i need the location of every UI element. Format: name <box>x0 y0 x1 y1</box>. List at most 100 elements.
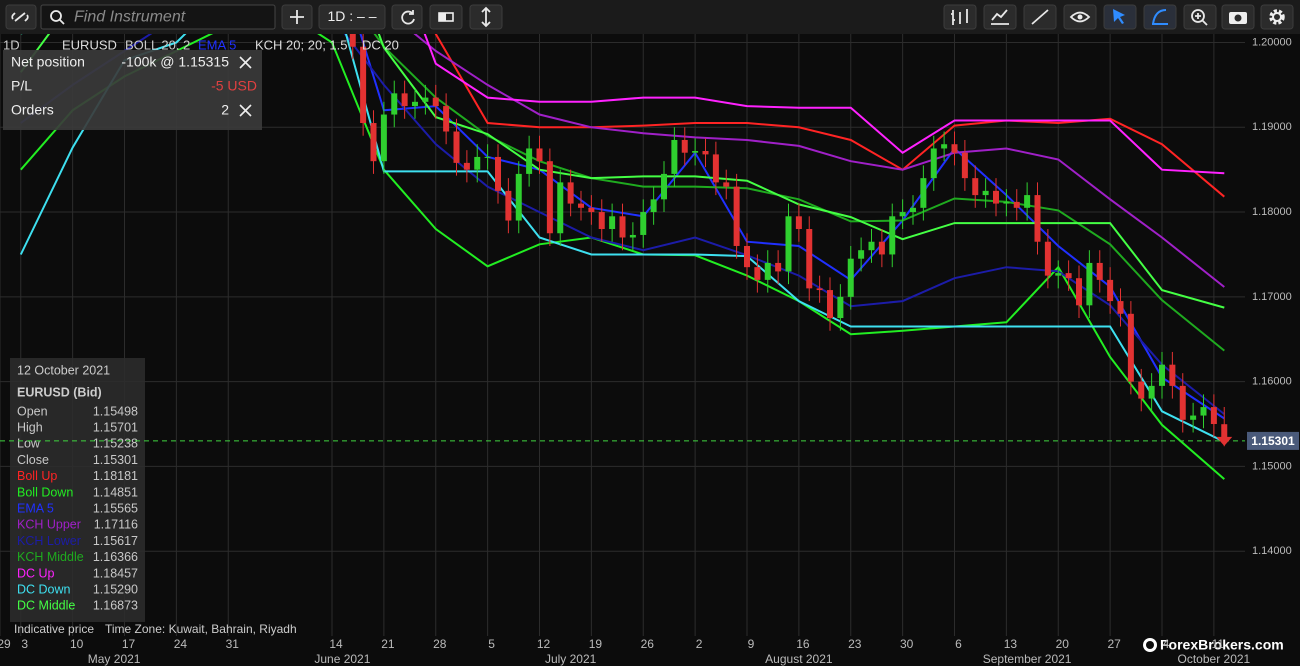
x-tick-label: 23 <box>848 637 862 651</box>
candle-body <box>764 262 771 280</box>
candle-body <box>515 173 522 221</box>
candle-body <box>951 144 958 153</box>
y-tick-label: 1.17000 <box>1252 291 1292 303</box>
month-label: September 2021 <box>983 652 1072 666</box>
info-value: 1.16873 <box>93 599 138 613</box>
close-position-button[interactable] <box>239 56 252 69</box>
header-symbol: EURUSD <box>62 37 117 52</box>
x-tick-label: 14 <box>329 637 343 651</box>
candle-body <box>816 288 823 291</box>
grid <box>0 34 1245 636</box>
candle-body <box>1076 278 1082 306</box>
eye-icon <box>1069 11 1091 23</box>
indicators-icon <box>991 9 1009 25</box>
y-tick-label: 1.16000 <box>1252 376 1292 388</box>
info-label: High <box>17 420 43 434</box>
candle-body <box>546 161 553 234</box>
candle-body <box>671 139 678 174</box>
indicator-line <box>19 34 1225 443</box>
x-tick-label: 30 <box>900 637 914 651</box>
position-panel-bg <box>3 50 262 130</box>
plot-area <box>19 34 1228 480</box>
info-value: 1.16366 <box>93 550 138 564</box>
header-dc: DC 20 <box>362 37 399 52</box>
candle-body <box>692 151 699 153</box>
candle-body <box>443 106 450 132</box>
orders-label: Orders <box>11 102 54 118</box>
indicator-line <box>19 34 1225 309</box>
legend-label: KCH Middle <box>17 550 84 564</box>
current-price-box <box>1247 431 1299 450</box>
candle-body <box>360 46 367 124</box>
x-tick-label: 24 <box>174 637 188 651</box>
month-label: October 2021 <box>1178 652 1251 666</box>
indicator-line <box>20 34 1225 480</box>
candle-body <box>754 267 761 280</box>
month-label: June 2021 <box>314 652 370 666</box>
candle-body <box>744 245 750 268</box>
x-tick-label: 6 <box>955 637 962 651</box>
camera-icon <box>1234 14 1242 22</box>
pl-value: -5 USD <box>211 78 257 94</box>
search-box[interactable] <box>40 4 276 30</box>
candle-body <box>391 93 398 115</box>
curve-icon <box>1152 9 1168 25</box>
x-tick-label: 10 <box>70 637 84 651</box>
candle-body <box>858 250 865 259</box>
search-icon <box>59 19 65 25</box>
candle-body <box>1024 195 1031 208</box>
legend-label: DC Middle <box>17 599 75 613</box>
search-placeholder: Find Instrument <box>74 9 186 26</box>
candle-body <box>775 262 782 272</box>
candle-body <box>526 148 533 174</box>
candle-body <box>733 186 740 246</box>
timezone: Time Zone: Kuwait, Bahrain, Riyadh <box>105 622 297 636</box>
candle-body <box>1034 195 1041 242</box>
month-label: May 2021 <box>88 652 141 666</box>
info-value: 1.15617 <box>93 534 138 548</box>
legend-label: DC Down <box>17 582 71 596</box>
info-label: Open <box>17 404 48 418</box>
candle-body <box>1169 364 1176 386</box>
legend-label: DC Up <box>17 566 55 580</box>
timeframe-label: 1D : – – <box>327 8 376 24</box>
curve-button[interactable] <box>1143 4 1177 30</box>
x-tick-label: 27 <box>1107 637 1121 651</box>
candle-body <box>878 241 885 255</box>
candle-body <box>432 97 439 107</box>
header-kch: KCH 20; 20; 1.5 <box>255 37 348 52</box>
candle-body <box>629 234 636 238</box>
candle-body <box>505 190 512 221</box>
info-label: Low <box>17 437 41 451</box>
y-tick-label: 1.18000 <box>1252 206 1292 218</box>
eye-icon <box>1077 14 1083 20</box>
price-arrow <box>1216 436 1233 446</box>
cancel-orders-button[interactable] <box>239 104 252 117</box>
candle-body <box>380 114 387 162</box>
candle-body <box>941 144 948 149</box>
candle-body <box>609 216 616 230</box>
info-panel-bg <box>10 358 145 622</box>
candle-body <box>1107 279 1114 302</box>
legend-label: KCH Lower <box>17 534 81 548</box>
timeframe-button[interactable] <box>318 4 386 30</box>
refresh-button[interactable] <box>391 4 423 30</box>
settings-button[interactable] <box>1260 4 1294 30</box>
draw-icon <box>1031 9 1049 25</box>
refresh-icon <box>401 10 415 25</box>
legend-label: Boll Up <box>17 469 57 483</box>
current-price-label: 1.15301 <box>1251 434 1295 448</box>
x-tick-label: 29 <box>0 637 11 651</box>
x-tick-label: 20 <box>1056 637 1070 651</box>
candle-body <box>1065 273 1072 279</box>
search-icon <box>50 10 62 22</box>
candle-body <box>993 190 999 204</box>
legend-label: Boll Down <box>17 485 73 499</box>
x-tick-label: 21 <box>381 637 395 651</box>
indicator-line <box>413 34 1225 288</box>
candle-body <box>453 131 460 163</box>
zoom-button[interactable] <box>1183 4 1217 30</box>
orders-value: 2 <box>221 102 229 118</box>
legend-label: EMA 5 <box>17 501 54 515</box>
